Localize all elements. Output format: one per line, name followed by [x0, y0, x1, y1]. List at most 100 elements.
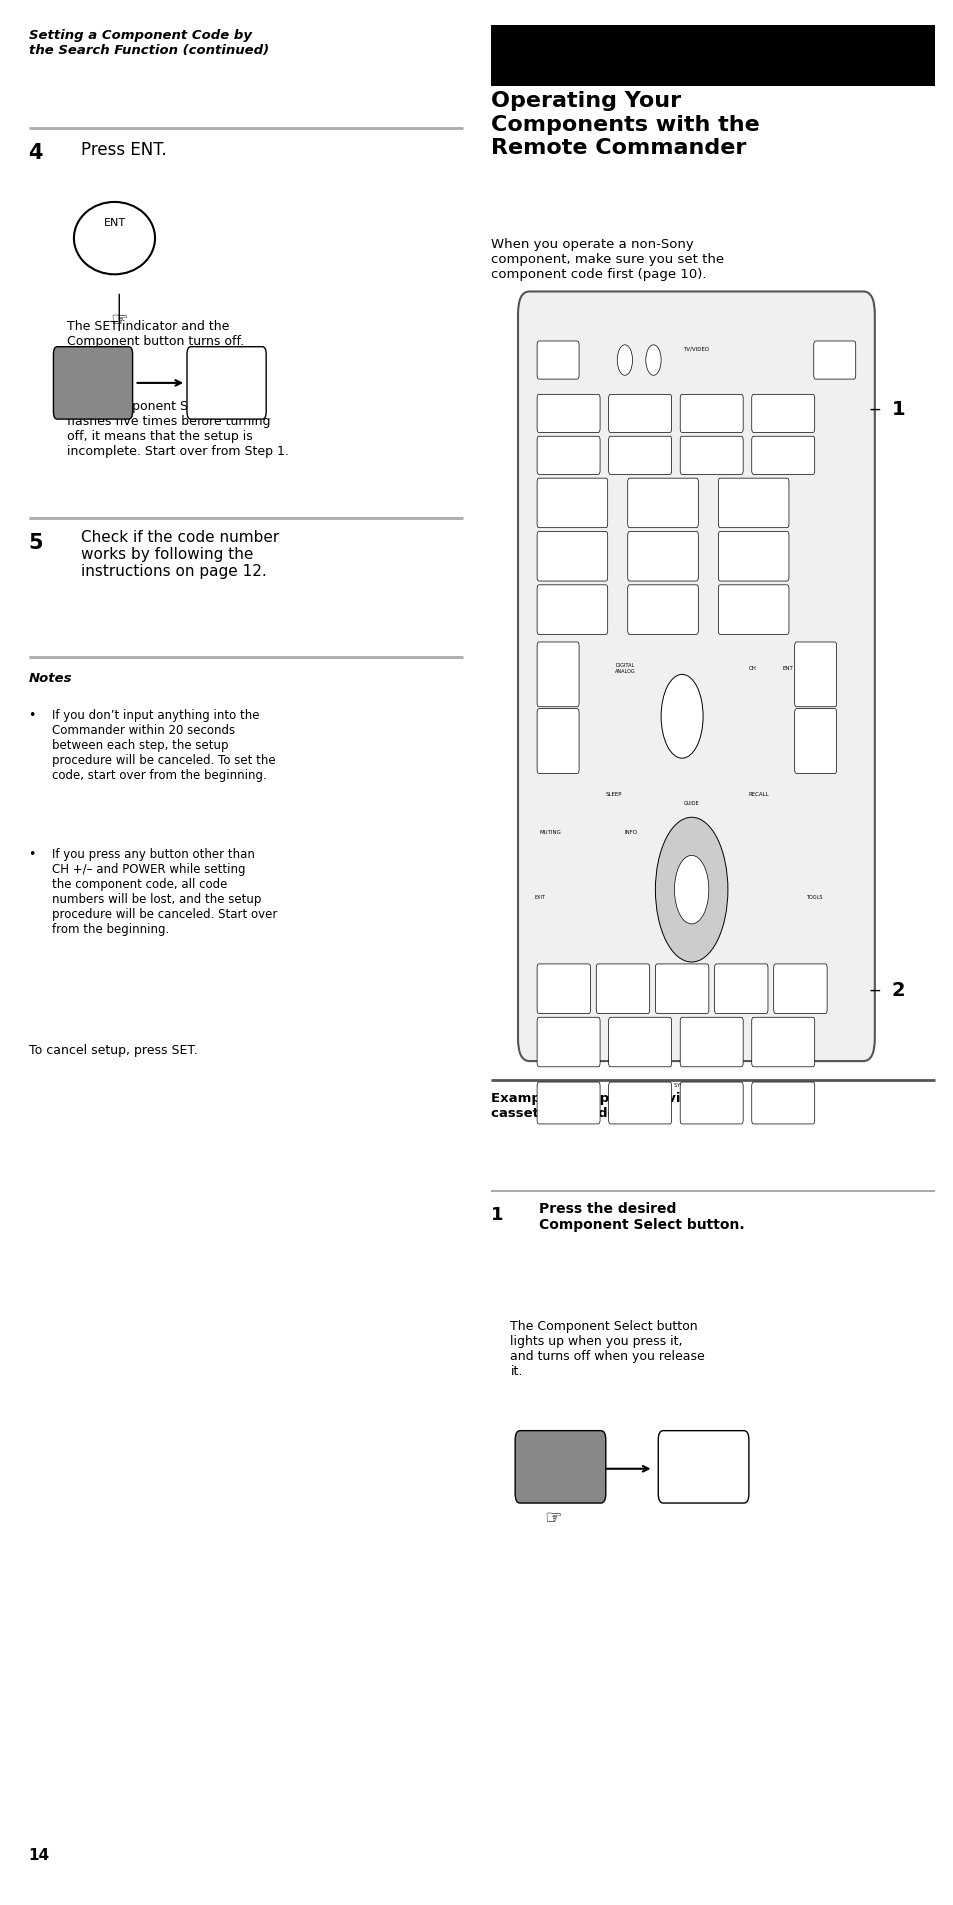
FancyBboxPatch shape: [751, 1082, 814, 1124]
FancyBboxPatch shape: [627, 478, 698, 528]
Text: D: D: [781, 1101, 784, 1105]
FancyBboxPatch shape: [718, 478, 788, 528]
Text: 8: 8: [660, 606, 664, 613]
Text: Press the desired
Component Select button.: Press the desired Component Select butto…: [538, 1202, 744, 1233]
Text: +: +: [554, 669, 561, 680]
FancyBboxPatch shape: [53, 347, 132, 419]
FancyBboxPatch shape: [773, 964, 826, 1013]
Text: •: •: [29, 848, 36, 861]
FancyBboxPatch shape: [537, 585, 607, 634]
Text: CD: CD: [636, 453, 643, 457]
FancyBboxPatch shape: [679, 394, 742, 432]
Text: AMP: AMP: [777, 453, 788, 457]
Text: 3: 3: [751, 499, 755, 507]
Text: DVD: DVD: [634, 411, 645, 415]
Text: 14: 14: [29, 1848, 50, 1863]
Text: ☞: ☞: [544, 1509, 561, 1528]
Text: 5: 5: [660, 552, 664, 560]
Text: B: B: [638, 1101, 641, 1105]
FancyBboxPatch shape: [794, 642, 836, 707]
Text: TV: TV: [219, 360, 234, 371]
Text: Check if the code number
works by following the
instructions on page 12.: Check if the code number works by follow…: [81, 530, 279, 579]
Circle shape: [660, 674, 702, 758]
FancyBboxPatch shape: [537, 1082, 599, 1124]
FancyBboxPatch shape: [515, 1431, 605, 1503]
Text: GUIDE: GUIDE: [683, 800, 699, 806]
Text: If you press any button other than
CH +/– and POWER while setting
the component : If you press any button other than CH +/…: [52, 848, 277, 935]
FancyBboxPatch shape: [537, 436, 599, 474]
FancyBboxPatch shape: [537, 1017, 599, 1067]
Text: 1: 1: [570, 499, 574, 507]
Text: CH: CH: [748, 667, 756, 671]
FancyBboxPatch shape: [714, 964, 767, 1013]
Text: VCR: VCR: [548, 1461, 571, 1473]
Text: VCR: VCR: [562, 453, 574, 457]
Text: Example:  To operate a video
cassette recorder: Example: To operate a video cassette rec…: [491, 1092, 708, 1120]
Text: ☞: ☞: [111, 311, 128, 330]
Text: ▶: ▶: [619, 985, 625, 993]
FancyBboxPatch shape: [751, 394, 814, 432]
Text: 7: 7: [570, 606, 574, 613]
Text: 4: 4: [570, 552, 574, 560]
FancyBboxPatch shape: [679, 436, 742, 474]
Text: 1: 1: [491, 1206, 503, 1223]
Text: POWER: POWER: [823, 358, 844, 362]
FancyBboxPatch shape: [596, 964, 649, 1013]
Text: 9: 9: [751, 606, 755, 613]
Text: •: •: [29, 709, 36, 722]
Text: SET: SET: [553, 358, 562, 362]
Text: Operating Your
Components with the
Remote Commander: Operating Your Components with the Remot…: [491, 91, 760, 158]
Text: 5: 5: [29, 533, 43, 552]
FancyBboxPatch shape: [608, 436, 671, 474]
Text: TV/VIDEO: TV/VIDEO: [682, 347, 709, 351]
Text: TV: TV: [564, 411, 572, 415]
FancyBboxPatch shape: [658, 1431, 748, 1503]
Text: A: A: [566, 1101, 570, 1105]
Text: INFO: INFO: [624, 831, 638, 834]
Circle shape: [655, 817, 727, 962]
Text: The Component Select button
lights up when you press it,
and turns off when you : The Component Select button lights up wh…: [510, 1320, 704, 1377]
Text: 2: 2: [891, 981, 904, 1000]
Text: To cancel setup, press SET.: To cancel setup, press SET.: [29, 1044, 197, 1057]
FancyBboxPatch shape: [537, 531, 607, 581]
FancyBboxPatch shape: [608, 1017, 671, 1067]
FancyBboxPatch shape: [718, 531, 788, 581]
Text: SYSTEM CONTROL: SYSTEM CONTROL: [673, 1084, 719, 1088]
FancyBboxPatch shape: [537, 478, 607, 528]
Bar: [491, 25, 934, 86]
Text: +: +: [811, 669, 819, 680]
Text: OK: OK: [687, 888, 695, 892]
Text: ⏪: ⏪: [566, 1038, 570, 1046]
FancyBboxPatch shape: [537, 964, 590, 1013]
Text: 4: 4: [29, 143, 43, 162]
FancyBboxPatch shape: [187, 347, 266, 419]
FancyBboxPatch shape: [627, 585, 698, 634]
Text: ■: ■: [738, 985, 743, 993]
Text: VDP: VDP: [705, 453, 717, 457]
Text: CBS: CBS: [777, 411, 788, 415]
FancyBboxPatch shape: [537, 642, 578, 707]
Circle shape: [617, 345, 632, 375]
FancyBboxPatch shape: [537, 394, 599, 432]
Text: VCR: VCR: [691, 1461, 714, 1473]
Text: Setting a Component Code by
the Search Function (continued): Setting a Component Code by the Search F…: [29, 29, 269, 57]
Text: C: C: [709, 1101, 713, 1105]
FancyBboxPatch shape: [813, 341, 855, 379]
FancyBboxPatch shape: [718, 585, 788, 634]
Text: 1: 1: [891, 400, 904, 419]
Text: VOL: VOL: [543, 667, 554, 671]
FancyBboxPatch shape: [655, 964, 708, 1013]
Text: If the Component Select button
flashes five times before turning
off, it means t: If the Component Select button flashes f…: [67, 400, 289, 457]
FancyBboxPatch shape: [751, 436, 814, 474]
Text: 6: 6: [751, 552, 755, 560]
FancyBboxPatch shape: [517, 291, 874, 1061]
Text: ◄◄: ◄◄: [558, 985, 569, 993]
Text: If you don’t input anything into the
Commander within 20 seconds
between each st: If you don’t input anything into the Com…: [52, 709, 275, 781]
Text: The SET indicator and the
Component button turns off.: The SET indicator and the Component butt…: [67, 320, 244, 349]
FancyBboxPatch shape: [608, 1082, 671, 1124]
Text: Press ENT.: Press ENT.: [81, 141, 167, 158]
Text: ⏸: ⏸: [638, 1038, 641, 1046]
Text: EXIT: EXIT: [534, 895, 545, 899]
Text: MUTING: MUTING: [538, 831, 560, 834]
FancyBboxPatch shape: [679, 1017, 742, 1067]
